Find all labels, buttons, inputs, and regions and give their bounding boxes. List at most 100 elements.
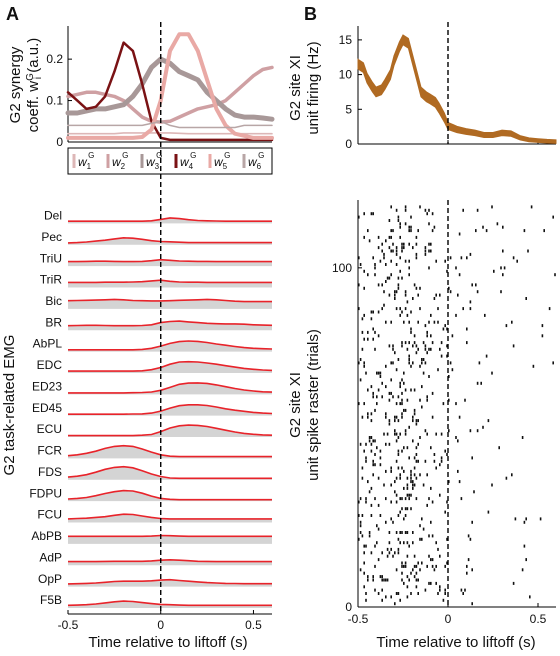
spike [444, 588, 446, 592]
legend-sub: 1 [87, 162, 92, 171]
spike [374, 266, 376, 270]
spike [388, 398, 391, 402]
spike [406, 483, 409, 487]
emg-fill-ED23 [68, 382, 272, 395]
spike [406, 531, 409, 534]
spike [516, 259, 518, 263]
spike [426, 398, 428, 402]
y-tick-label: 0.2 [46, 52, 63, 66]
spike [395, 208, 398, 212]
spike [408, 358, 410, 361]
spike [377, 558, 380, 562]
spike [401, 391, 403, 395]
spike [525, 297, 527, 300]
spike [435, 564, 437, 568]
legend-label-w4G: w4 G [180, 151, 196, 171]
spike [399, 256, 401, 260]
spike [417, 459, 419, 463]
spike [406, 585, 409, 589]
spike [430, 347, 432, 351]
spike [410, 473, 412, 477]
legend-sub: 2 [121, 162, 126, 171]
spike [397, 449, 400, 453]
spike [404, 290, 407, 294]
spike [514, 517, 517, 521]
emg-trace-AbPB [68, 534, 272, 538]
spike [471, 602, 473, 606]
spike [379, 259, 382, 263]
emg-trace-FDS [67, 465, 272, 480]
emg-fill-AdP [68, 559, 272, 566]
spike [397, 547, 400, 551]
spike [424, 429, 427, 433]
spike [381, 588, 383, 592]
spike [412, 297, 414, 300]
spike [401, 507, 403, 511]
spike [415, 419, 418, 423]
spike [471, 456, 473, 460]
spike [363, 212, 365, 216]
spike [379, 514, 382, 517]
y-tick-label: 0 [56, 135, 63, 149]
spike [430, 242, 432, 246]
emg-fill-Bic [68, 299, 272, 309]
spike [365, 598, 367, 602]
spike [455, 402, 457, 406]
spike [404, 514, 407, 517]
spike [395, 368, 398, 372]
spike [368, 534, 371, 538]
muscle-label: ED23 [32, 379, 62, 393]
emg-fill-BR [68, 321, 272, 331]
spike [361, 514, 364, 517]
spike [406, 507, 409, 511]
spike [372, 256, 374, 260]
emg-fill-AbPL [68, 341, 272, 352]
spike [471, 520, 473, 524]
spike [367, 229, 369, 233]
spike [365, 497, 367, 501]
spike [394, 602, 396, 606]
spike [435, 432, 437, 436]
spike [399, 385, 401, 389]
spike [444, 449, 446, 453]
spike [363, 361, 365, 365]
spike [372, 473, 374, 477]
spike [412, 344, 414, 348]
spike [415, 476, 418, 480]
spike [505, 476, 508, 480]
muscle-label: FCU [37, 508, 62, 522]
spike [372, 395, 374, 399]
spike [374, 347, 376, 351]
spike [458, 415, 461, 419]
spike [426, 564, 428, 568]
emg-trace-TriU [68, 258, 272, 263]
spike [406, 446, 409, 450]
spike [466, 327, 468, 331]
muscle-label: EDC [37, 358, 63, 372]
spike [439, 293, 441, 297]
spike [404, 259, 407, 263]
spike [399, 531, 401, 534]
spike [374, 588, 376, 592]
spike [415, 252, 418, 256]
spike [395, 459, 398, 463]
spike [376, 541, 378, 545]
spike [390, 500, 392, 504]
spike [372, 212, 374, 216]
spike [406, 476, 409, 480]
spike [368, 439, 371, 443]
spike [417, 347, 419, 351]
spike [480, 381, 482, 385]
spike [422, 358, 425, 361]
spike [419, 364, 421, 368]
spike [503, 266, 506, 270]
spike [363, 402, 365, 406]
legend-label-w3G: w3 G [146, 151, 162, 171]
spike [426, 395, 428, 399]
spike [390, 466, 392, 470]
spike [361, 317, 364, 321]
spike [413, 283, 416, 287]
spike [439, 554, 441, 558]
spike [457, 293, 459, 297]
